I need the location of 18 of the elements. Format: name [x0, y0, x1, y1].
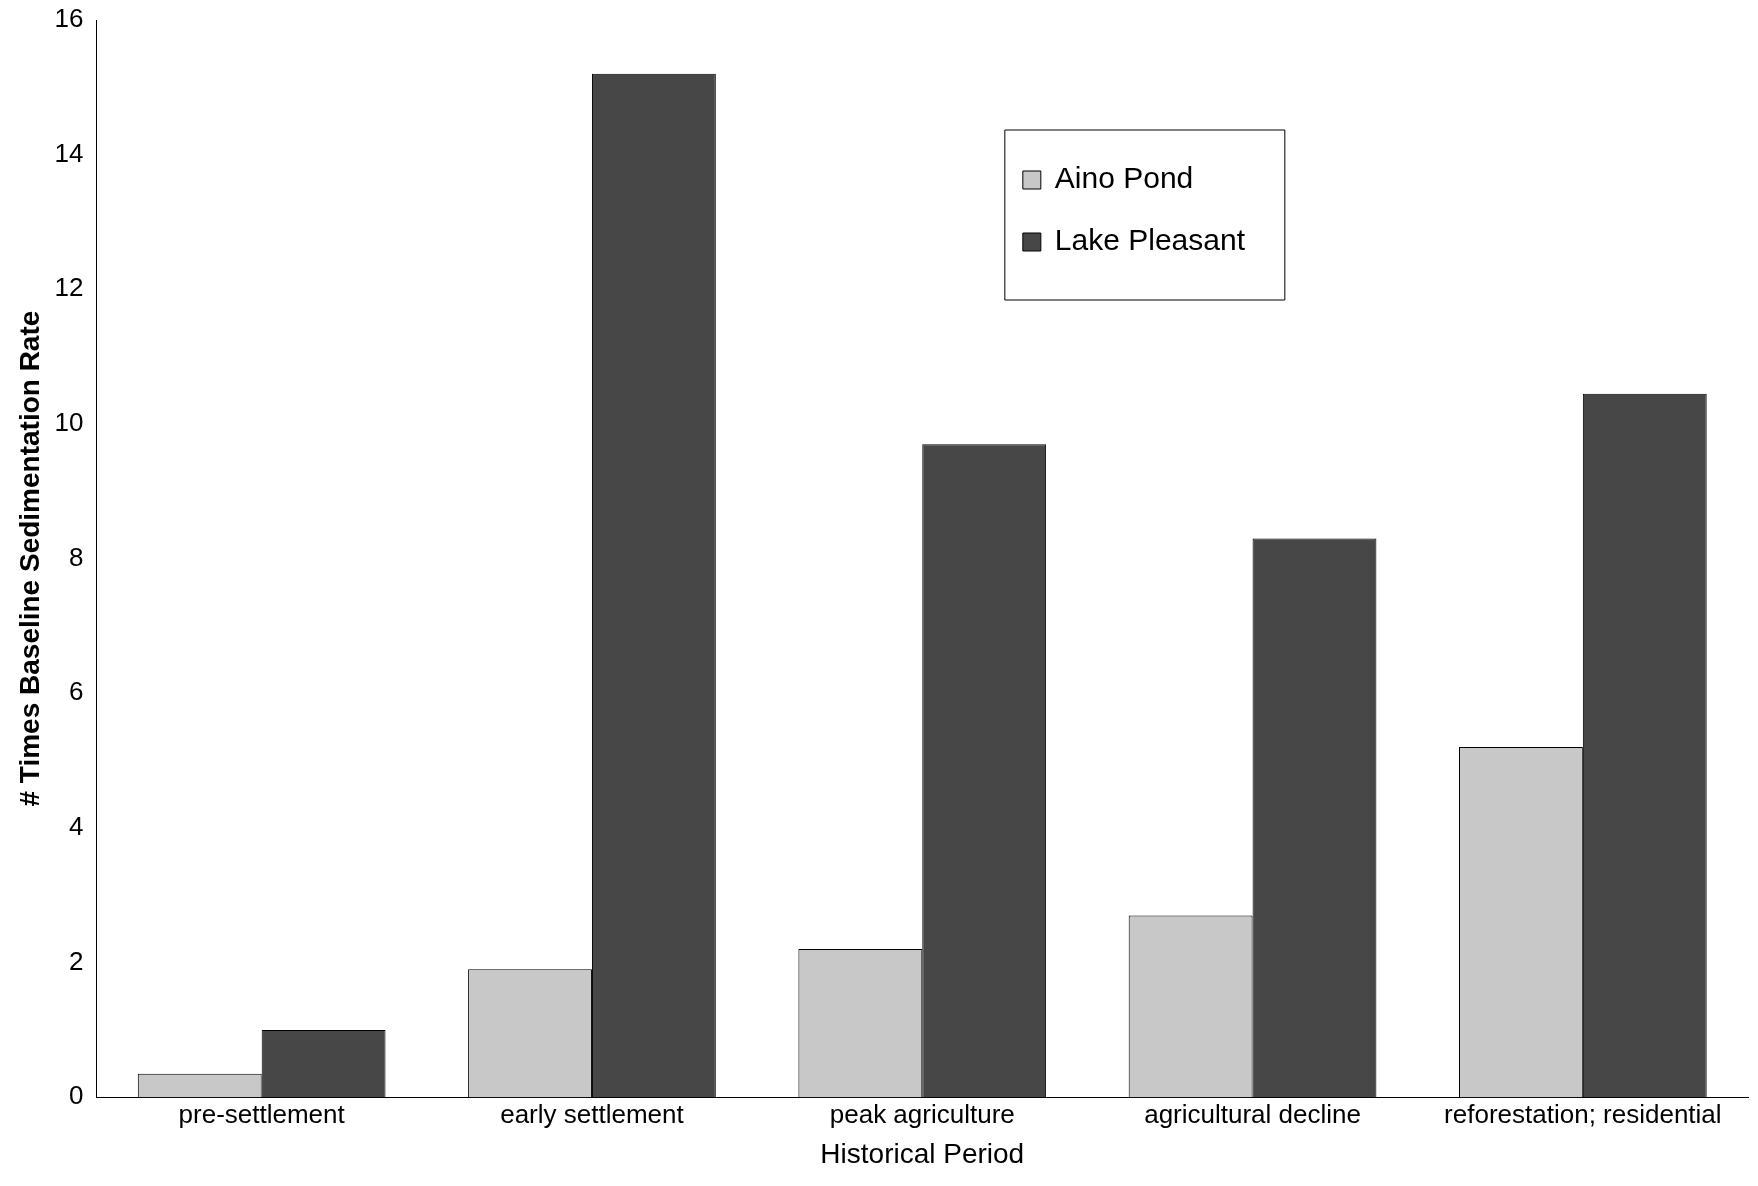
x-axis-title: Historical Period — [820, 1137, 1025, 1169]
x-tick-label: early settlement — [500, 1098, 685, 1129]
y-tick-label: 0 — [69, 1080, 84, 1111]
y-tick-label: 12 — [54, 272, 84, 303]
x-tick-label: peak agriculture — [829, 1098, 1015, 1129]
legend-label: Lake Pleasant — [1054, 223, 1246, 257]
y-tick-label: 6 — [69, 676, 84, 707]
y-tick-label: 14 — [54, 137, 84, 168]
y-tick-label: 16 — [54, 3, 84, 34]
x-tick-label: reforestation; residential — [1444, 1098, 1722, 1129]
y-axis-title: # Times Baseline Sedimentation Rate — [13, 310, 45, 807]
y-tick-label: 4 — [69, 811, 84, 842]
y-tick-label: 8 — [69, 541, 84, 572]
x-tick-label: agricultural decline — [1144, 1098, 1361, 1129]
y-tick-label: 2 — [69, 945, 84, 976]
legend-label: Aino Pond — [1054, 161, 1194, 195]
x-tick-label: pre-settlement — [178, 1098, 346, 1129]
y-tick-label: 10 — [54, 407, 84, 438]
